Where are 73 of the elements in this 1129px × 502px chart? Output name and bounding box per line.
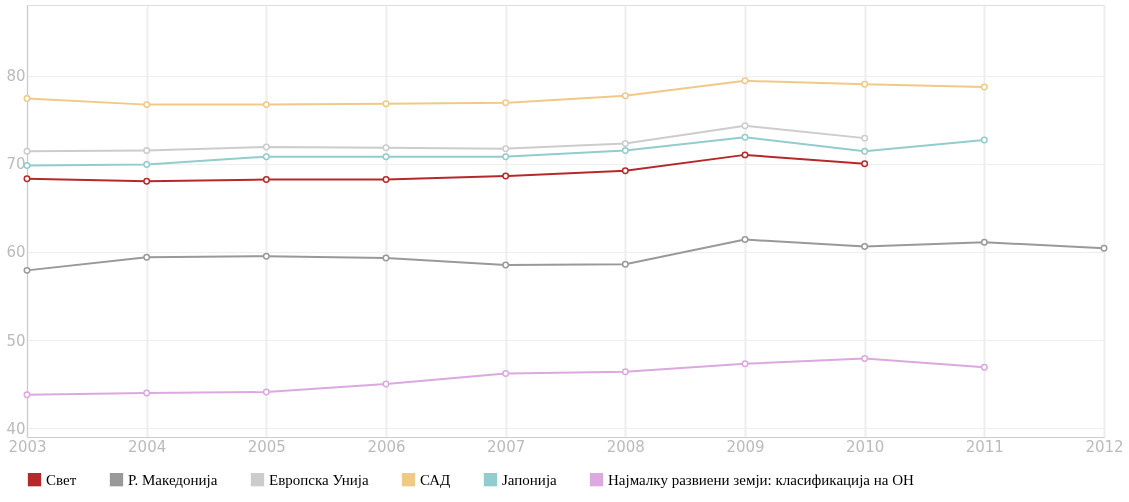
- y-tick-label: 40: [6, 419, 26, 438]
- y-tick-label: 60: [6, 243, 26, 262]
- point: [143, 146, 151, 154]
- point: [980, 238, 988, 246]
- x-tick-label: 2009: [726, 437, 765, 456]
- x-tick-label: 2010: [846, 437, 885, 456]
- point: [502, 172, 510, 180]
- legend-label: Р. Македонија: [128, 471, 218, 488]
- point: [621, 167, 629, 175]
- point: [502, 261, 510, 269]
- point: [741, 133, 749, 141]
- point: [861, 355, 869, 363]
- y-tick-label: 70: [6, 155, 26, 174]
- point: [382, 380, 390, 388]
- point: [143, 101, 151, 109]
- point: [502, 370, 510, 378]
- x-tick-label: 2008: [606, 437, 645, 456]
- point: [741, 236, 749, 243]
- point: [861, 160, 869, 168]
- point: [143, 389, 151, 397]
- point: [262, 176, 270, 184]
- point: [143, 177, 151, 185]
- point: [382, 254, 390, 262]
- point: [262, 252, 270, 260]
- point: [861, 243, 869, 251]
- y-tick-label: 50: [6, 331, 26, 350]
- point: [382, 153, 390, 161]
- legend-label: САД: [420, 471, 451, 488]
- y-tick-label: 80: [6, 67, 26, 86]
- point: [861, 134, 869, 142]
- x-tick-label: 2007: [487, 437, 526, 456]
- x-tick-label: 2003: [8, 437, 47, 456]
- x-tick-label: 2012: [1085, 437, 1124, 456]
- point: [23, 266, 31, 274]
- point: [1100, 244, 1108, 252]
- point: [262, 153, 270, 161]
- x-tick-label: 2011: [965, 437, 1004, 456]
- point: [980, 136, 988, 144]
- point: [502, 153, 510, 161]
- point: [741, 360, 749, 368]
- x-tick-label: 2004: [128, 437, 167, 456]
- point: [621, 139, 629, 147]
- x-tick-label: 2006: [367, 437, 406, 456]
- point: [861, 80, 869, 88]
- legend-label: Свет: [46, 471, 77, 488]
- point: [262, 388, 270, 396]
- point: [382, 100, 390, 108]
- legend-label: Европска Унија: [269, 471, 369, 488]
- point: [861, 147, 869, 155]
- point: [262, 143, 270, 151]
- point: [741, 151, 749, 159]
- point: [980, 363, 988, 371]
- point: [621, 146, 629, 154]
- legend-label: Јапонија: [502, 471, 558, 488]
- point: [502, 99, 510, 107]
- point: [23, 94, 31, 102]
- point: [980, 83, 988, 91]
- point: [621, 368, 629, 376]
- point: [741, 122, 749, 130]
- point: [502, 145, 510, 153]
- x-tick-label: 2005: [247, 437, 286, 456]
- point: [621, 92, 629, 100]
- point: [143, 253, 151, 261]
- point: [382, 144, 390, 152]
- legend-label: Најмалку развиени земји: класификација на ОН: [608, 471, 914, 488]
- point: [621, 260, 629, 268]
- point: [23, 147, 31, 155]
- point: [262, 101, 270, 109]
- point: [741, 77, 749, 85]
- point: [143, 161, 151, 169]
- point: [23, 391, 31, 399]
- point: [382, 176, 390, 184]
- point: [23, 175, 31, 183]
